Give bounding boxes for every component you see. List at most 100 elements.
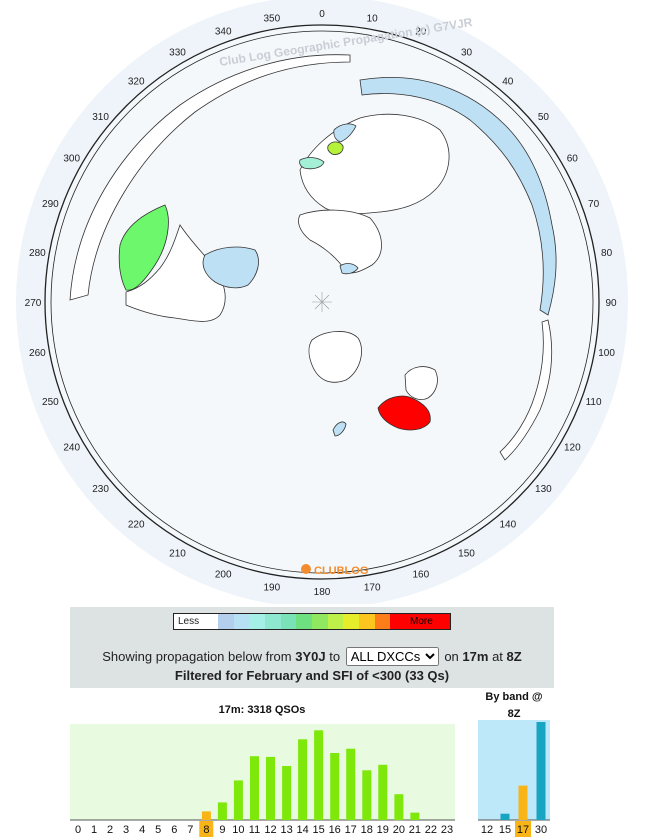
- tick-label-13: 13: [280, 824, 292, 836]
- bearing-label-60: 60: [567, 154, 579, 165]
- tick-label-3: 3: [123, 824, 129, 836]
- legend-swatch-9: [359, 614, 375, 629]
- new-zealand-region: [332, 421, 347, 437]
- bar-11[interactable]: [250, 756, 259, 820]
- bar-12[interactable]: [266, 756, 275, 820]
- tick-label-2: 2: [107, 824, 113, 836]
- tick-label-1: 1: [91, 824, 97, 836]
- tick-label-18: 18: [361, 824, 373, 836]
- highlight-tick-bg: [515, 821, 531, 837]
- legend-less-label: Less: [178, 616, 200, 627]
- bearing-label-270: 270: [25, 298, 42, 309]
- chart-1: By band @ 8Z 12 15 17 30: [478, 691, 550, 837]
- bearing-label-100: 100: [598, 348, 615, 359]
- legend-swatch-0: [218, 614, 234, 629]
- chart-title: By band @: [485, 691, 542, 703]
- bearing-label-300: 300: [63, 154, 80, 165]
- tick-label-11: 11: [249, 824, 260, 836]
- bearing-label-320: 320: [128, 77, 145, 88]
- bar-8[interactable]: [201, 811, 211, 820]
- bearing-label-80: 80: [601, 248, 613, 259]
- bar-30[interactable]: [536, 722, 546, 820]
- tick-label-15: 15: [499, 824, 511, 836]
- bar-20[interactable]: [394, 794, 404, 821]
- highlight-tick-bg: [199, 821, 214, 837]
- legend-swatch-11: [390, 614, 407, 629]
- tick-label-19: 19: [377, 824, 389, 836]
- scandinavia-region: [333, 123, 357, 143]
- tick-label-4: 4: [139, 824, 145, 836]
- tick-label-17: 17: [517, 824, 529, 836]
- bearing-label-350: 350: [263, 13, 280, 24]
- legend-more-label: More: [406, 614, 450, 629]
- bar-15[interactable]: [500, 813, 510, 820]
- tick-label-7: 7: [187, 824, 193, 836]
- bearing-label-90: 90: [605, 298, 617, 309]
- antarctica-land: [308, 331, 362, 383]
- legend-swatch-10: [374, 614, 391, 629]
- tick-label-21: 21: [409, 824, 421, 836]
- map-inner-ring: [50, 30, 594, 574]
- bearing-label-240: 240: [63, 443, 80, 454]
- southern-africa-region: [339, 263, 359, 275]
- tick-label-15: 15: [312, 824, 324, 836]
- bearing-label-330: 330: [169, 48, 186, 59]
- tick-label-8: 8: [203, 824, 209, 836]
- region-lightgreen-blob: [299, 157, 325, 170]
- propagation-map: 0 10 20 30 40 50 60 70 80 90 100 110 120 130 140 150 160…: [16, 0, 628, 604]
- tick-label-9: 9: [219, 824, 225, 836]
- bar-16[interactable]: [330, 753, 340, 820]
- tick-label-17: 17: [345, 824, 357, 836]
- tick-label-12: 12: [481, 824, 493, 836]
- bearing-label-30: 30: [461, 48, 473, 59]
- bearing-labels: 0 10 20 30 40 50 60 70 80 90 100 110 120 130 140 150 160…: [25, 9, 617, 598]
- bar-17[interactable]: [518, 785, 528, 820]
- bearing-label-250: 250: [42, 397, 59, 408]
- caption-at: at: [492, 649, 503, 664]
- clublog-logo-text: CLUBLOG: [314, 565, 368, 577]
- tick-label-14: 14: [296, 824, 308, 836]
- tick-label-16: 16: [329, 824, 341, 836]
- chart-background: [70, 724, 455, 820]
- outer-land-arc: [69, 54, 351, 301]
- bearing-label-140: 140: [499, 519, 516, 530]
- tick-label-20: 20: [393, 824, 405, 836]
- tick-label-23: 23: [441, 824, 453, 836]
- bar-10[interactable]: [233, 780, 243, 820]
- map-center-marker: [312, 292, 332, 312]
- legend-swatch-7: [327, 614, 344, 629]
- bearing-label-50: 50: [538, 112, 550, 123]
- legend-swatch-1: [233, 614, 250, 629]
- bearing-label-190: 190: [263, 583, 280, 594]
- bearing-label-0: 0: [319, 9, 325, 20]
- caption: Showing propagation below from 3Y0J to A…: [70, 647, 554, 685]
- asia-east-land: [404, 366, 438, 400]
- bearing-label-160: 160: [412, 570, 429, 581]
- bar-17[interactable]: [346, 748, 356, 820]
- bearing-label-230: 230: [92, 484, 109, 495]
- legend-swatch-6: [312, 614, 328, 629]
- bar-21[interactable]: [410, 812, 420, 820]
- bar-14[interactable]: [298, 739, 308, 820]
- bearing-label-120: 120: [564, 443, 581, 454]
- asia-arc-region: [359, 77, 557, 316]
- caption-to: to: [329, 649, 341, 664]
- legend-swatch-3: [265, 614, 281, 629]
- bar-15[interactable]: [314, 730, 324, 820]
- chart-title: 17m: 3318 QSOs: [219, 704, 306, 716]
- bearing-label-220: 220: [128, 519, 145, 530]
- bar-18[interactable]: [362, 770, 372, 820]
- legend-swatch-4: [280, 614, 297, 629]
- bar-9[interactable]: [217, 802, 227, 820]
- bar-13[interactable]: [282, 766, 292, 820]
- bar-19[interactable]: [378, 764, 388, 820]
- australia-region: [377, 395, 431, 431]
- dxcc-select[interactable]: ALL DXCCs: [345, 647, 439, 666]
- caption-band: 17m: [462, 649, 489, 664]
- africa-land: [298, 209, 382, 274]
- bearing-label-180: 180: [314, 587, 331, 598]
- south-america-region: [202, 246, 259, 289]
- east-arc-land: [499, 319, 553, 461]
